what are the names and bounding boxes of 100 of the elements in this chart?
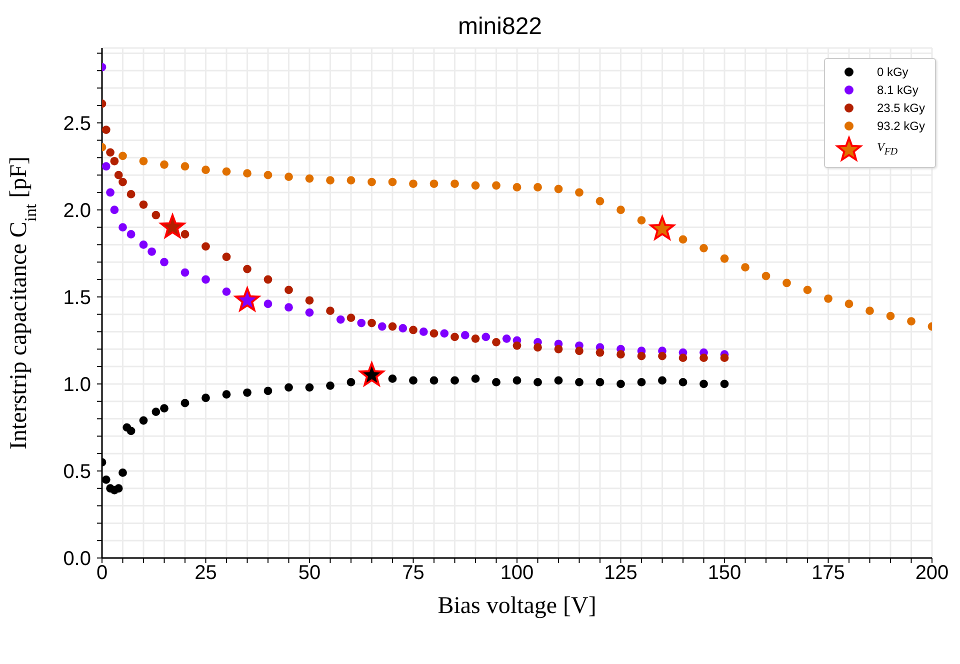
point xyxy=(284,303,293,312)
point xyxy=(114,484,123,493)
y-tick-label: 2.5 xyxy=(63,112,91,135)
point xyxy=(305,296,314,305)
point xyxy=(482,332,490,342)
point xyxy=(346,176,356,184)
point xyxy=(336,315,345,324)
point xyxy=(440,329,449,338)
point xyxy=(534,183,542,192)
point xyxy=(102,126,110,134)
point xyxy=(106,148,114,157)
point xyxy=(824,294,832,303)
point xyxy=(430,180,438,188)
point xyxy=(720,354,729,362)
point xyxy=(305,383,314,392)
point xyxy=(492,181,500,190)
legend-label: 93.2 kGy xyxy=(876,119,925,133)
point xyxy=(284,172,293,182)
point xyxy=(720,380,729,388)
point xyxy=(388,374,397,383)
point xyxy=(180,230,190,238)
point xyxy=(126,426,136,436)
x-axis-title: Bias voltage [V] xyxy=(438,593,596,619)
point xyxy=(378,322,386,331)
point xyxy=(720,254,729,263)
point xyxy=(357,318,366,328)
point xyxy=(886,312,895,320)
point xyxy=(637,216,646,225)
x-tick-label: 100 xyxy=(500,562,534,584)
point xyxy=(460,331,470,340)
y-tick-label: 1.5 xyxy=(63,286,91,309)
point xyxy=(222,167,231,176)
point xyxy=(575,378,584,386)
point xyxy=(419,328,428,336)
point xyxy=(409,180,418,188)
point xyxy=(450,180,459,188)
legend-label: 23.5 kGy xyxy=(876,101,925,115)
point xyxy=(907,317,916,326)
point xyxy=(700,244,708,252)
point xyxy=(554,184,563,194)
point xyxy=(398,324,408,332)
point xyxy=(368,178,376,186)
point xyxy=(575,188,584,197)
point xyxy=(534,378,542,386)
point xyxy=(118,152,127,160)
point xyxy=(471,181,480,190)
x-tick-label: 150 xyxy=(708,562,742,584)
y-tick-label: 2.0 xyxy=(63,200,91,222)
point xyxy=(678,235,688,244)
point xyxy=(106,188,114,197)
point xyxy=(118,223,127,232)
x-tick-label: 0 xyxy=(96,562,108,584)
point xyxy=(554,376,563,385)
point xyxy=(110,156,119,166)
legend-label: 0 kGy xyxy=(876,65,908,79)
point xyxy=(512,341,522,350)
point xyxy=(678,354,688,362)
point xyxy=(202,394,210,402)
point xyxy=(160,160,168,169)
point xyxy=(575,346,584,356)
point xyxy=(492,338,500,346)
point xyxy=(616,206,625,214)
point xyxy=(803,286,812,294)
point xyxy=(512,376,522,385)
point xyxy=(284,286,293,294)
y-tick-label: 0.0 xyxy=(63,548,91,570)
point xyxy=(741,263,750,272)
point xyxy=(148,247,156,256)
x-tick-label: 25 xyxy=(194,562,217,584)
y-tick-label: 0.5 xyxy=(63,460,91,483)
point xyxy=(782,278,791,288)
point xyxy=(450,332,459,342)
point xyxy=(305,308,314,317)
point xyxy=(126,190,136,198)
point xyxy=(326,306,334,316)
point xyxy=(762,272,770,280)
point xyxy=(139,416,148,425)
point xyxy=(512,183,522,192)
point xyxy=(222,390,231,399)
point xyxy=(450,376,459,385)
point xyxy=(844,300,854,308)
point xyxy=(409,326,418,334)
point xyxy=(388,322,397,331)
point xyxy=(180,268,190,277)
point xyxy=(118,468,127,477)
x-tick-label: 50 xyxy=(298,562,321,584)
point xyxy=(658,376,666,385)
point xyxy=(368,318,376,328)
point xyxy=(492,378,500,386)
point xyxy=(126,230,136,238)
point xyxy=(264,275,272,284)
point xyxy=(152,210,160,220)
point xyxy=(180,398,190,408)
point xyxy=(264,170,272,180)
point xyxy=(118,178,127,186)
point xyxy=(534,343,542,352)
point xyxy=(637,378,646,386)
point xyxy=(700,354,708,362)
point xyxy=(160,404,168,413)
point xyxy=(139,156,148,166)
